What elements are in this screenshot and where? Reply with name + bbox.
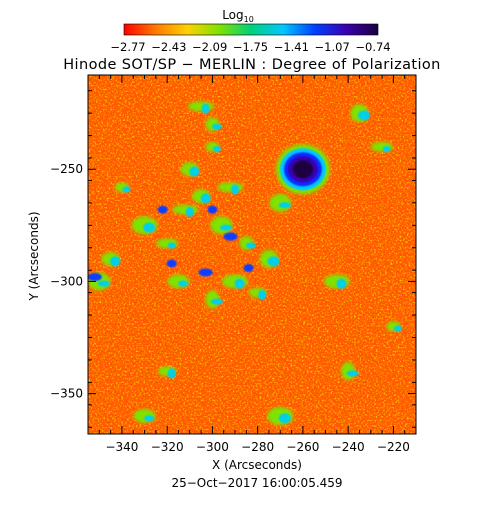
blue-concentration — [243, 263, 254, 272]
network-core — [219, 224, 232, 231]
colorbar-tick-label: −1.41 — [274, 40, 309, 54]
network-core — [110, 256, 121, 267]
network-core — [212, 146, 221, 153]
blue-concentration — [157, 205, 168, 214]
network-core — [189, 166, 200, 177]
network-core — [245, 242, 256, 249]
colorbar-tick-labels: −2.77 −2.43 −2.09 −1.75 −1.41 −1.07 −0.74 — [110, 40, 390, 54]
network-core — [231, 184, 240, 195]
blue-concentration — [166, 259, 177, 268]
x-tick-label: −220 — [377, 440, 410, 454]
network-core — [144, 415, 155, 422]
network-core — [382, 146, 391, 153]
colorbar-tick-label: −2.77 — [110, 40, 145, 54]
plot-frame — [87, 74, 417, 435]
y-tick-label: −300 — [50, 274, 83, 288]
x-tick-label: −260 — [286, 440, 319, 454]
colorbar-tick-label: −2.09 — [192, 40, 227, 54]
blue-concentration — [223, 232, 238, 241]
network-core — [393, 325, 402, 332]
x-tick-label: −280 — [241, 440, 274, 454]
network-core — [267, 256, 280, 267]
network-patch — [222, 274, 249, 289]
sunspot-umbra — [292, 160, 313, 179]
network-core — [278, 202, 291, 209]
network-core — [346, 370, 359, 377]
y-tick-label: −350 — [50, 387, 83, 401]
x-tick-label: −320 — [151, 440, 184, 454]
network-core — [200, 193, 211, 204]
network-core — [97, 280, 110, 287]
chart-title: Hinode SOT/SP − MERLIN : Degree of Polar… — [63, 57, 441, 73]
colorbar-tick-label: −2.43 — [151, 40, 186, 54]
network-patch — [188, 101, 215, 112]
network-patch — [172, 204, 199, 215]
colorbar-tick-label: −1.75 — [233, 40, 268, 54]
colorbar-tick-label: −1.07 — [315, 40, 350, 54]
blue-concentration — [207, 205, 218, 214]
colorbar-tick-label: −0.74 — [355, 40, 390, 54]
x-axis-label: X (Arcseconds) — [212, 458, 302, 472]
network-core — [201, 103, 210, 114]
network-core — [178, 280, 189, 287]
x-tick-label: −300 — [196, 440, 229, 454]
y-axis-label: Y (Arcseconds) — [27, 211, 41, 301]
network-core — [210, 298, 223, 305]
network-core — [167, 368, 176, 379]
network-core — [234, 278, 245, 289]
network-patch — [323, 274, 350, 289]
blue-concentration — [88, 272, 102, 281]
x-tick-label: −240 — [332, 440, 365, 454]
network-core — [278, 413, 291, 424]
network-core — [167, 242, 176, 249]
blue-concentration — [198, 268, 213, 277]
x-tick-label: −340 — [105, 440, 138, 454]
network-core — [143, 222, 156, 233]
network-core — [185, 206, 194, 217]
colorbar-label: Log10 — [222, 8, 254, 24]
network-patch — [217, 182, 244, 193]
heatmap-image — [88, 75, 416, 434]
network-core — [357, 110, 370, 121]
y-tick-label: −250 — [50, 162, 83, 176]
network-core — [336, 278, 347, 289]
network-core — [122, 186, 131, 193]
timestamp: 25−Oct−2017 16:00:05.459 — [171, 476, 342, 490]
network-core — [211, 123, 222, 130]
colorbar — [123, 23, 379, 36]
network-core — [258, 289, 267, 300]
